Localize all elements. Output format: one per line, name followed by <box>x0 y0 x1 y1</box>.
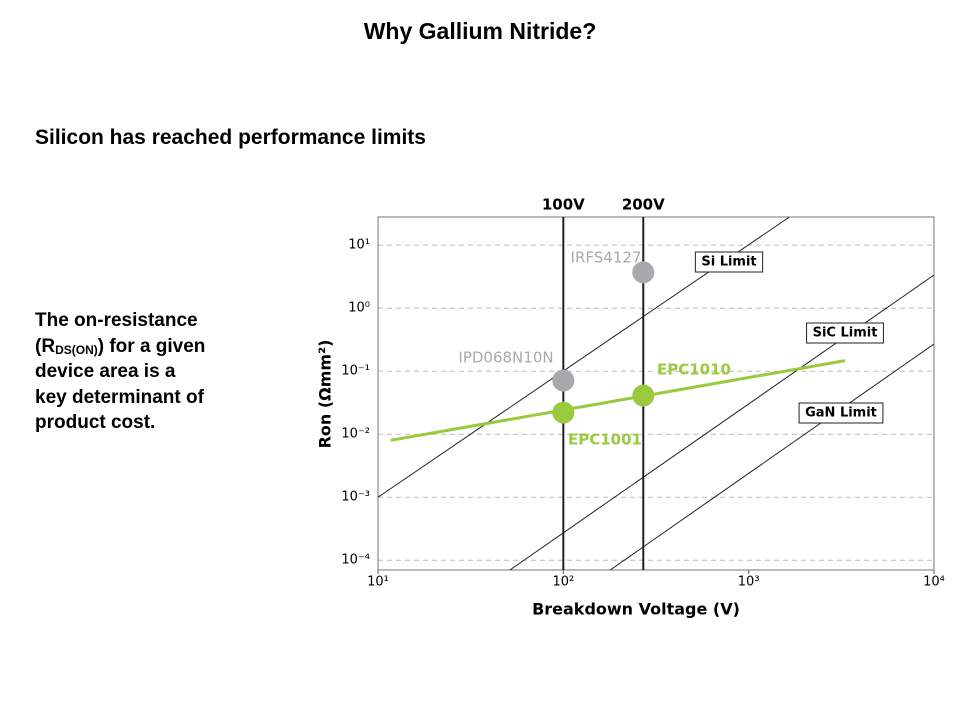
text-line: The on-resistance <box>35 310 198 331</box>
x-axis-label: Breakdown Voltage (V) <box>532 600 740 619</box>
voltage-label: 100V <box>542 196 585 214</box>
y-tick-label: 10¹ <box>348 238 370 253</box>
text: (R <box>35 335 56 357</box>
trend-line <box>390 359 846 442</box>
device-label: IPD068N10N <box>458 349 553 367</box>
device-label: EPC1001 <box>568 431 642 449</box>
y-tick-label: 10⁻³ <box>341 490 370 505</box>
device-label: EPC1010 <box>657 361 731 379</box>
limit-label-box <box>806 322 884 344</box>
text: ) for a given <box>97 335 206 357</box>
device-point <box>632 261 655 284</box>
device-point <box>552 369 575 392</box>
slide-title: Why Gallium Nitride? <box>363 18 597 44</box>
limit-label: Si Limit <box>701 255 756 270</box>
text-line: product cost. <box>35 412 156 433</box>
limit-label-box <box>694 251 764 273</box>
device-label: IRFS4127 <box>571 249 642 267</box>
limit-line <box>609 343 934 570</box>
text-line: device area is a <box>35 361 176 382</box>
x-tick-label: 10⁴ <box>923 575 945 590</box>
subscript: DS(ON) <box>55 342 98 357</box>
text-line: key determinant of <box>35 386 204 408</box>
x-tick-label: 10² <box>552 575 574 590</box>
device-point <box>552 401 575 424</box>
y-tick-label: 10⁻² <box>341 427 370 442</box>
limit-label: SiC Limit <box>813 326 878 341</box>
y-tick-label: 10⁰ <box>348 301 370 316</box>
y-axis-label: Ron (Ωmm²) <box>316 340 335 449</box>
paragraph: The on-resistance (RDS(ON)) for a given … <box>35 308 205 436</box>
voltage-label: 200V <box>622 196 665 214</box>
slide-subtitle: Silicon has reached performance limits <box>35 126 426 149</box>
limit-label-box <box>798 402 884 424</box>
y-tick-label: 10⁻⁴ <box>341 553 370 568</box>
limit-label: GaN Limit <box>805 406 877 421</box>
y-tick-label: 10⁻¹ <box>341 364 370 379</box>
plot-frame <box>377 216 935 571</box>
x-tick-label: 10³ <box>738 575 760 590</box>
text-line: (RDS(ON)) for a given <box>35 334 205 360</box>
x-tick-label: 10¹ <box>367 575 389 590</box>
device-point <box>632 384 655 407</box>
